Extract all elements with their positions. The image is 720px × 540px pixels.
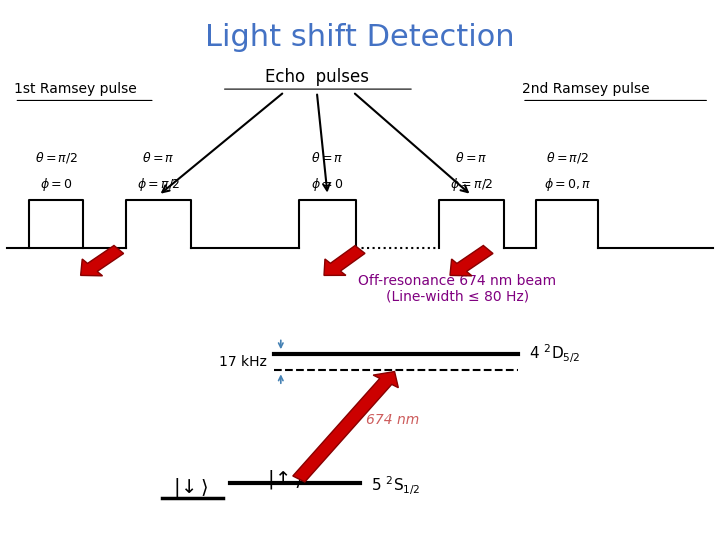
FancyArrow shape xyxy=(450,246,493,276)
Text: $\phi = 0,\pi$: $\phi = 0,\pi$ xyxy=(544,177,591,193)
Text: 674 nm: 674 nm xyxy=(366,413,419,427)
Text: $\theta = \pi$: $\theta = \pi$ xyxy=(142,151,175,165)
Text: 2nd Ramsey pulse: 2nd Ramsey pulse xyxy=(522,82,649,96)
Text: $\phi = \pi/2$: $\phi = \pi/2$ xyxy=(137,177,180,193)
Text: $5\ ^2\mathrm{S}_{1/2}$: $5\ ^2\mathrm{S}_{1/2}$ xyxy=(371,475,420,497)
Text: $\theta = \pi$: $\theta = \pi$ xyxy=(311,151,344,165)
Text: 1st Ramsey pulse: 1st Ramsey pulse xyxy=(14,82,137,96)
Text: Off-resonance 674 nm beam
(Line-width ≤ 80 Hz): Off-resonance 674 nm beam (Line-width ≤ … xyxy=(358,274,557,304)
Text: $4\ ^2\mathrm{D}_{5/2}$: $4\ ^2\mathrm{D}_{5/2}$ xyxy=(529,342,581,365)
Text: $|\!\downarrow\rangle$: $|\!\downarrow\rangle$ xyxy=(174,476,208,498)
Text: Echo  pulses: Echo pulses xyxy=(265,68,369,86)
Text: $\phi = \pi/2$: $\phi = \pi/2$ xyxy=(450,177,493,193)
Text: $\phi = 0$: $\phi = 0$ xyxy=(311,177,344,193)
Text: Light shift Detection: Light shift Detection xyxy=(205,23,515,52)
FancyArrow shape xyxy=(293,372,398,482)
Text: $|\!\uparrow\rangle$: $|\!\uparrow\rangle$ xyxy=(267,468,302,491)
Text: $\phi = 0$: $\phi = 0$ xyxy=(40,177,73,193)
Text: $\theta = \pi/2$: $\theta = \pi/2$ xyxy=(546,150,589,165)
FancyArrow shape xyxy=(81,246,124,276)
Text: 17 kHz: 17 kHz xyxy=(219,355,266,369)
Text: $\theta = \pi$: $\theta = \pi$ xyxy=(455,151,488,165)
Text: $\theta = \pi/2$: $\theta = \pi/2$ xyxy=(35,150,78,165)
FancyArrow shape xyxy=(324,246,365,275)
